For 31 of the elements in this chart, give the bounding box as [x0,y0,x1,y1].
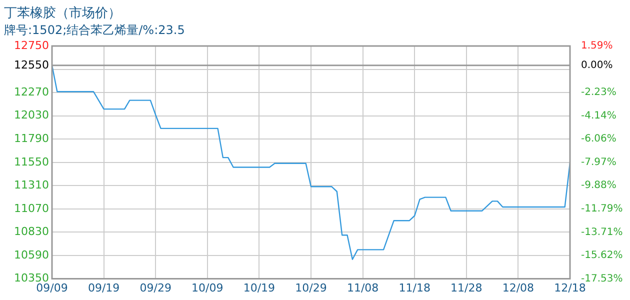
y-tick-label: 12270 [14,85,49,98]
x-tick-label: 12/08 [502,281,534,294]
x-tick-label: 10/19 [243,281,276,294]
x-tick-label: 09/19 [88,281,120,294]
y2-tick-label: 1.59% [581,40,613,52]
y2-tick-label: -11.79% [581,204,623,215]
x-tick-label: 10/29 [295,281,327,294]
y2-tick-label: -13.71% [581,226,623,238]
y-tick-label: 10830 [14,225,49,238]
y2-tick-label: -15.62% [581,250,623,262]
chart-subtitle: 牌号:1502;结合苯乙烯量/%:23.5 [4,22,185,37]
y-tick-label: 12550 [14,58,49,72]
y2-tick-label: -7.97% [581,156,616,168]
y-tick-label: 11310 [14,178,49,192]
x-tick-label: 11/08 [346,281,379,294]
y-tick-label: 11550 [14,155,49,168]
y2-tick-label: -6.06% [581,134,616,145]
x-tick-label: 11/28 [450,281,482,294]
y2-tick-label: -4.14% [581,110,616,122]
y-tick-label: 11790 [14,132,49,145]
y-tick-label: 10590 [14,248,49,262]
y2-tick-label: -9.88% [581,180,616,192]
y-tick-label: 11070 [14,202,49,215]
y2-tick-label: -2.23% [581,87,616,98]
chart-title: 丁苯橡胶（市场价） [4,6,121,22]
y-tick-label: 12750 [14,38,49,52]
y2-tick-label: 0.00% [581,60,613,71]
x-tick-label: 10/09 [192,281,224,294]
x-tick-label: 11/18 [398,281,430,294]
y-tick-label: 12030 [14,108,49,122]
x-tick-label: 09/29 [140,281,172,294]
